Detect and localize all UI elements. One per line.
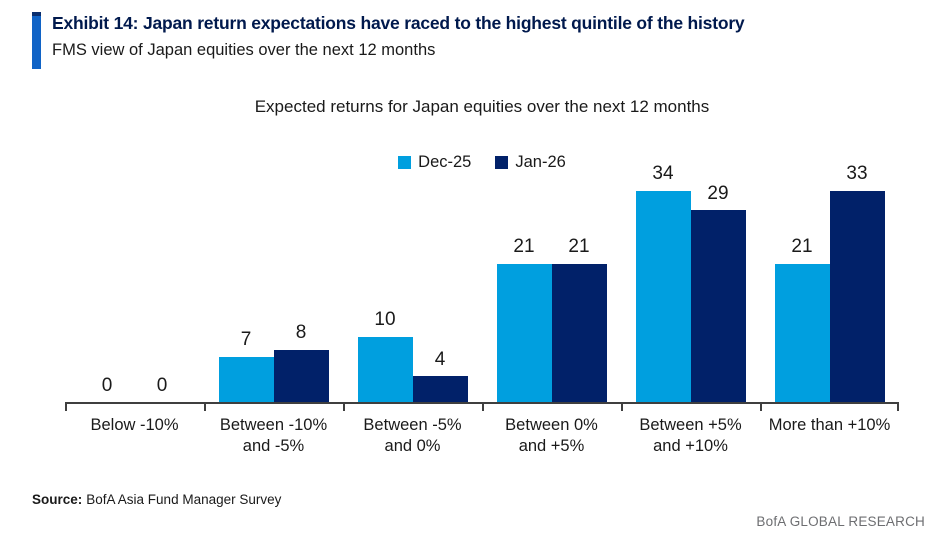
legend-label-jan-26: Jan-26 (515, 153, 566, 171)
bar-value-label: 7 (240, 328, 252, 350)
bar-value-label: 34 (652, 163, 674, 184)
legend-swatch-jan-26 (495, 156, 509, 169)
x-axis-label: Between -10% and -5% (219, 416, 328, 456)
legend-label-dec-25: Dec-25 (418, 153, 472, 171)
x-axis-labels: Below -10% Between -10% and -5% Between -5… (65, 415, 899, 458)
bar-value-label: 21 (791, 235, 813, 257)
source-label: Source: (32, 492, 83, 507)
source-line: Source: BofA Asia Fund Manager Survey (32, 492, 281, 507)
legend-item-dec-25: Dec-25 (398, 153, 471, 172)
bar-column: 21 (551, 164, 607, 403)
bar-column: 0 (135, 164, 190, 403)
bar-column: 10 (357, 164, 413, 403)
plot-area: 0 0 7 8 10 4 21 21 34 29 21 33 (65, 163, 899, 403)
bar-group: 21 33 (760, 163, 899, 403)
bar-jan-26 (412, 376, 468, 403)
bar-column: 29 (690, 164, 746, 403)
exhibit-subtitle: FMS view of Japan equities over the next… (52, 41, 436, 59)
bar-value-label: 33 (846, 163, 868, 184)
bar-value-label: 29 (707, 182, 729, 204)
bar-column: 21 (774, 164, 830, 403)
x-axis-label: Between +5% and +10% (639, 416, 742, 456)
x-axis-label: Between -5% and 0% (363, 416, 462, 456)
bar-column: 4 (412, 164, 468, 403)
bar-value-label: 10 (374, 308, 396, 330)
bar-dec-25 (496, 263, 552, 403)
bar-jan-26 (273, 349, 329, 403)
axis-tick (65, 402, 67, 411)
axis-tick (482, 402, 484, 411)
bar-column: 33 (829, 163, 885, 403)
legend-item-jan-26: Jan-26 (495, 153, 566, 172)
header-accent-bar-cap (32, 12, 41, 16)
bar-value-label: 4 (434, 348, 446, 370)
bar-dec-25 (218, 356, 274, 403)
axis-tick (897, 402, 899, 411)
x-axis-line (65, 402, 899, 411)
brand-text: BofA GLOBAL RESEARCH (756, 514, 925, 529)
axis-tick (760, 402, 762, 411)
bar-value-label: 21 (568, 235, 590, 257)
bar-column: 8 (273, 164, 329, 403)
bar-dec-25 (635, 190, 691, 403)
x-axis-label: Below -10% (90, 416, 179, 434)
bar-value-label: 0 (101, 375, 113, 397)
bar-group: 10 4 (343, 164, 482, 403)
exhibit-title: Exhibit 14: Japan return expectations ha… (52, 13, 745, 33)
bar-group: 21 21 (482, 164, 621, 403)
bar-column: 7 (218, 164, 274, 403)
legend-swatch-dec-25 (398, 156, 412, 169)
bar-jan-26 (829, 190, 885, 403)
x-axis-label: Between 0% and +5% (505, 416, 598, 456)
bar-value-label: 8 (295, 322, 307, 343)
bar-column: 0 (80, 164, 135, 403)
axis-tick (342, 402, 345, 411)
bar-column: 34 (635, 163, 691, 403)
bar-column: 21 (496, 164, 552, 403)
x-axis-label: More than +10% (768, 416, 891, 434)
bar-group: 34 29 (621, 163, 760, 403)
bar-value-label: 0 (156, 375, 168, 397)
bar-dec-25 (774, 263, 830, 403)
bar-value-label: 21 (513, 235, 535, 257)
bar-dec-25 (357, 336, 413, 403)
chart-legend: Dec-25 Jan-26 (65, 153, 899, 172)
chart-title: Expected returns for Japan equities over… (254, 97, 710, 116)
source-text: BofA Asia Fund Manager Survey (86, 492, 282, 507)
axis-tick (203, 402, 206, 411)
header-accent-bar (32, 12, 41, 69)
axis-tick (620, 402, 623, 411)
bar-jan-26 (690, 210, 746, 403)
bar-jan-26 (551, 263, 607, 403)
